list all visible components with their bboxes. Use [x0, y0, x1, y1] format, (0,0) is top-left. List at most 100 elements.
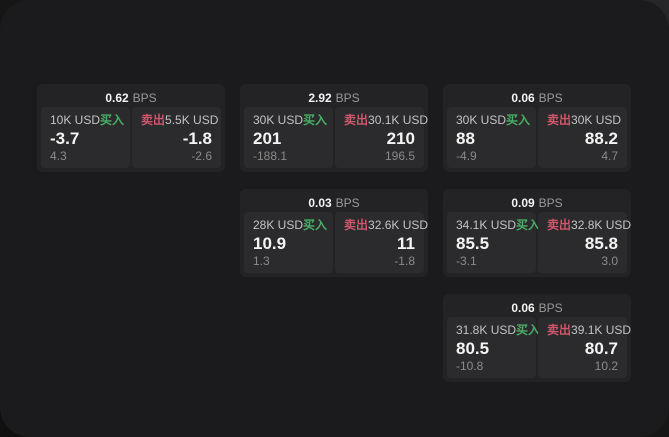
bps-value: 0.06: [511, 300, 535, 315]
bps-value: 0.03: [308, 195, 332, 210]
sell-panel[interactable]: 卖出 30.1K USD 210 196.5: [335, 107, 428, 168]
sell-price-value: 85.8: [584, 233, 618, 253]
buy-change-value: 1.3: [253, 254, 270, 268]
buy-change-value: -4.9: [456, 149, 477, 163]
buy-panel[interactable]: 31.8K USD 买入 80.5 -10.8: [447, 317, 540, 378]
panel-top: 卖出 30.1K USD: [344, 113, 428, 127]
buy-amount-label: 30K USD: [456, 113, 507, 127]
panel-top: 34.1K USD 买入: [456, 218, 540, 232]
sell-side-label: 卖出: [547, 323, 572, 337]
panel-top: 卖出 39.1K USD: [547, 323, 631, 337]
buy-change-value: 4.3: [50, 149, 67, 163]
buy-side-label: 买入: [516, 323, 541, 337]
bps-value: 0.62: [105, 90, 129, 105]
sell-amount-label: 39.1K USD: [571, 323, 632, 337]
card-header: 0.62 BPS: [41, 88, 221, 107]
buy-amount-label: 30K USD: [253, 113, 304, 127]
sell-side-label: 卖出: [344, 218, 369, 232]
sell-change-value: 10.2: [594, 359, 618, 373]
sell-amount-label: 30.1K USD: [368, 113, 429, 127]
sell-change-value: -1.8: [394, 254, 415, 268]
panels-row: 30K USD 买入 88 -4.9 卖出 30K USD 88.2 4.7: [447, 107, 627, 168]
bps-value: 0.09: [511, 195, 535, 210]
buy-panel[interactable]: 30K USD 买入 88 -4.9: [447, 107, 536, 168]
panels-row: 30K USD 买入 201 -188.1 卖出 30.1K USD 210 1…: [244, 107, 428, 168]
buy-price-value: 80.5: [456, 338, 490, 358]
pricing-card: 0.06 BPS 30K USD 买入 88 -4.9 卖出 30K USD: [443, 84, 631, 172]
sell-side-label: 卖出: [547, 218, 572, 232]
buy-side-label: 买入: [303, 218, 328, 232]
card-header: 0.06 BPS: [447, 298, 627, 317]
panels-row: 34.1K USD 买入 85.5 -3.1 卖出 32.8K USD 85.8…: [447, 212, 631, 273]
panels-row: 31.8K USD 买入 80.5 -10.8 卖出 39.1K USD 80.…: [447, 317, 631, 378]
buy-price-value: -3.7: [50, 128, 80, 148]
panel-top: 30K USD 买入: [253, 113, 328, 127]
sell-side-label: 卖出: [141, 113, 166, 127]
sell-price-value: 88.2: [584, 128, 618, 148]
buy-panel[interactable]: 28K USD 买入 10.9 1.3: [244, 212, 333, 273]
buy-side-label: 买入: [506, 113, 531, 127]
buy-price-value: 85.5: [456, 233, 490, 253]
sell-side-label: 卖出: [344, 113, 369, 127]
sell-panel[interactable]: 卖出 5.5K USD -1.8 -2.6: [132, 107, 221, 168]
sell-panel[interactable]: 卖出 30K USD 88.2 4.7: [538, 107, 627, 168]
pricing-board: 0.62 BPS 10K USD 买入 -3.7 4.3 卖出 5.5K USD: [37, 84, 631, 382]
buy-amount-label: 10K USD: [50, 113, 101, 127]
bps-unit: BPS: [335, 195, 360, 210]
sell-amount-label: 32.8K USD: [571, 218, 632, 232]
panels-row: 10K USD 买入 -3.7 4.3 卖出 5.5K USD -1.8 -2.…: [41, 107, 221, 168]
sell-amount-label: 5.5K USD: [165, 113, 219, 127]
sell-amount-label: 30K USD: [571, 113, 622, 127]
buy-amount-label: 31.8K USD: [456, 323, 517, 337]
card-header: 0.03 BPS: [244, 193, 424, 212]
sell-panel[interactable]: 卖出 32.8K USD 85.8 3.0: [538, 212, 631, 273]
panel-top: 28K USD 买入: [253, 218, 328, 232]
card-header: 2.92 BPS: [244, 88, 424, 107]
buy-change-value: -188.1: [253, 149, 288, 163]
sell-price-value: -1.8: [182, 128, 212, 148]
sell-panel[interactable]: 卖出 32.6K USD 11 -1.8: [335, 212, 428, 273]
pricing-card: 0.03 BPS 28K USD 买入 10.9 1.3 卖出 32.6K US…: [240, 189, 428, 277]
panel-top: 卖出 30K USD: [547, 113, 622, 127]
buy-panel[interactable]: 34.1K USD 买入 85.5 -3.1: [447, 212, 540, 273]
sell-price-value: 80.7: [584, 338, 618, 358]
bps-value: 0.06: [511, 90, 535, 105]
panel-top: 30K USD 买入: [456, 113, 531, 127]
bps-value: 2.92: [308, 90, 332, 105]
panels-row: 28K USD 买入 10.9 1.3 卖出 32.6K USD 11 -1.8: [244, 212, 428, 273]
buy-amount-label: 34.1K USD: [456, 218, 517, 232]
sell-amount-label: 32.6K USD: [368, 218, 429, 232]
bps-unit: BPS: [538, 300, 563, 315]
pricing-card: 0.09 BPS 34.1K USD 买入 85.5 -3.1 卖出 32.8K…: [443, 189, 631, 277]
buy-amount-label: 28K USD: [253, 218, 304, 232]
panel-top: 卖出 5.5K USD: [141, 113, 218, 127]
pricing-card: 2.92 BPS 30K USD 买入 201 -188.1 卖出 30.1K …: [240, 84, 428, 172]
panel-top: 10K USD 买入: [50, 113, 125, 127]
buy-change-value: -3.1: [456, 254, 477, 268]
buy-side-label: 买入: [100, 113, 125, 127]
pricing-card: 0.62 BPS 10K USD 买入 -3.7 4.3 卖出 5.5K USD: [37, 84, 225, 172]
card-header: 0.09 BPS: [447, 193, 627, 212]
buy-side-label: 买入: [516, 218, 541, 232]
sell-change-value: 196.5: [384, 149, 415, 163]
buy-panel[interactable]: 10K USD 买入 -3.7 4.3: [41, 107, 130, 168]
panel-top: 31.8K USD 买入: [456, 323, 540, 337]
bps-unit: BPS: [538, 195, 563, 210]
panel-top: 卖出 32.6K USD: [344, 218, 428, 232]
card-header: 0.06 BPS: [447, 88, 627, 107]
pricing-card: 0.06 BPS 31.8K USD 买入 80.5 -10.8 卖出 39.1…: [443, 294, 631, 382]
buy-side-label: 买入: [303, 113, 328, 127]
buy-price-value: 88: [456, 128, 475, 148]
sell-price-value: 210: [386, 128, 415, 148]
bps-unit: BPS: [132, 90, 157, 105]
buy-price-value: 10.9: [253, 233, 287, 253]
bps-unit: BPS: [335, 90, 360, 105]
sell-price-value: 11: [397, 233, 415, 253]
panel-top: 卖出 32.8K USD: [547, 218, 631, 232]
sell-change-value: 3.0: [601, 254, 618, 268]
sell-change-value: 4.7: [601, 149, 618, 163]
sell-panel[interactable]: 卖出 39.1K USD 80.7 10.2: [538, 317, 631, 378]
buy-panel[interactable]: 30K USD 买入 201 -188.1: [244, 107, 333, 168]
buy-change-value: -10.8: [456, 359, 484, 373]
